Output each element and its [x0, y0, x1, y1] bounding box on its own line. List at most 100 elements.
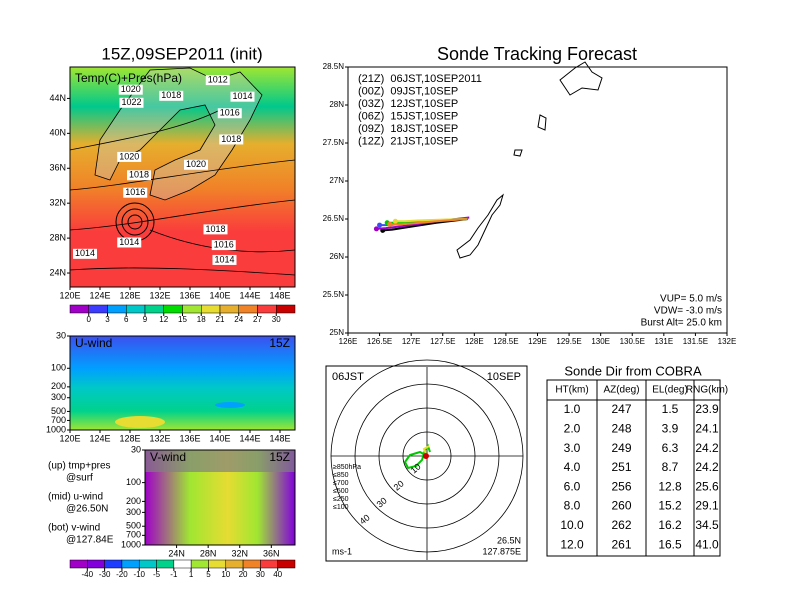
- polar-frame: [325, 365, 528, 562]
- isobar-label-bg: [117, 151, 142, 162]
- table-cell: 260: [611, 499, 631, 513]
- colorbar-tick-label: 30: [256, 570, 265, 579]
- colorbar-swatch: [238, 304, 258, 314]
- table-cell: 16.2: [658, 518, 682, 532]
- table-cell: 8.7: [662, 460, 679, 474]
- table-cell: 2.0: [564, 421, 581, 435]
- chart-title: 15Z,09SEP2011 (init): [101, 44, 262, 63]
- table-cell: 24.2: [695, 441, 719, 455]
- isobar: [69, 109, 296, 276]
- track-end: [392, 218, 398, 224]
- x-tick-label: 128E: [119, 433, 140, 443]
- colorbar-tick-label: -30: [99, 570, 111, 579]
- colorbar-swatch: [182, 304, 202, 314]
- wind-shading: [145, 450, 295, 472]
- y-tick-label: 100: [126, 477, 141, 487]
- colorbar-tick-label: 18: [197, 315, 206, 324]
- table-cell: 248: [611, 421, 631, 435]
- isobar-label: 1022: [121, 97, 141, 107]
- y-tick-label: 1000: [46, 424, 66, 434]
- isobar-label-bg: [219, 134, 244, 145]
- table-header: RNG(km): [686, 385, 728, 396]
- table-cell: 251: [611, 460, 631, 474]
- colorbar-tick-label: 5: [206, 570, 211, 579]
- isobar-label: 1014: [232, 91, 252, 101]
- table-cell: 8.0: [564, 499, 581, 513]
- colorbar-swatch: [104, 559, 123, 569]
- x-tick-label: 130E: [591, 337, 610, 346]
- isobar-label-bg: [118, 84, 143, 95]
- y-tick-label: 100: [51, 363, 66, 373]
- panel-time: 15Z: [269, 450, 290, 464]
- isobar-label: 1014: [119, 237, 139, 247]
- panel-time: 15Z: [269, 336, 290, 350]
- isobar-label-bg: [217, 108, 242, 119]
- panel-label: Temp(C)+Pres(hPa): [75, 71, 182, 85]
- table-cell: 1.0: [564, 402, 581, 416]
- isobar-label-bg: [230, 91, 255, 102]
- isobar-label-bg: [205, 75, 230, 86]
- y-tick-label: 24N: [49, 267, 66, 277]
- table-cell: 12.0: [560, 537, 584, 551]
- info-note: Burst Alt= 25.0 km: [641, 318, 722, 329]
- isobar-label-bg: [211, 240, 236, 251]
- colorbar-swatch: [163, 304, 183, 314]
- table-cell: 41.0: [695, 537, 719, 551]
- x-tick-label: 127E: [402, 337, 421, 346]
- colorbar-swatch: [257, 304, 277, 314]
- track-end: [387, 221, 393, 227]
- coastline: [513, 61, 603, 157]
- colorbar-tick-label: 9: [143, 315, 148, 324]
- y-tick-label: 36N: [49, 163, 66, 173]
- range-ring: [330, 359, 524, 553]
- x-tick-label: 120E: [59, 290, 80, 300]
- x-tick-label: 129.5E: [556, 337, 581, 346]
- colorbar-swatch: [173, 559, 192, 569]
- x-tick-label: 32N: [231, 548, 248, 558]
- table-frame: [546, 379, 721, 557]
- x-tick-label: 148E: [269, 290, 290, 300]
- table-cell: 3.9: [662, 421, 679, 435]
- pressure-legend: ≥850hPa: [333, 464, 361, 471]
- table-cell: 24.2: [695, 460, 719, 474]
- y-tick-label: 28N: [49, 232, 66, 242]
- colorbar-swatch: [190, 559, 209, 569]
- isobar-label-bg: [119, 97, 144, 108]
- typhoon-center: [127, 214, 143, 230]
- ring-label: 20: [392, 478, 406, 492]
- isobar-label: 1020: [119, 151, 139, 161]
- isobar-label: 1016: [125, 187, 145, 197]
- table-cell: 10.0: [560, 518, 584, 532]
- x-tick-label: 124E: [89, 290, 110, 300]
- isobar-label: 1018: [129, 170, 149, 180]
- table-cell: 16.5: [658, 537, 682, 551]
- colorbar-tick-label: -40: [82, 570, 94, 579]
- pressure-legend: ≤100: [333, 504, 349, 511]
- colorbar-tick-label: 21: [216, 315, 225, 324]
- colorbar-tick-label: -1: [170, 570, 178, 579]
- y-tick-label: 300: [126, 507, 141, 517]
- colorbar-tick-label: -5: [153, 570, 161, 579]
- table-cell: 29.1: [695, 499, 719, 513]
- table-cell: 6.3: [662, 441, 679, 455]
- plot-frame: [69, 66, 296, 288]
- isobar-label: 1016: [214, 239, 234, 249]
- x-tick-label: 131E: [654, 337, 673, 346]
- info-note: VUP= 5.0 m/s: [660, 294, 722, 305]
- colorbar-tick-label: 27: [253, 315, 262, 324]
- info-note: VDW= -3.0 m/s: [654, 306, 722, 317]
- ring-label: 40: [358, 512, 372, 526]
- colorbar-swatch: [201, 304, 221, 314]
- track-line: [382, 218, 469, 232]
- table-title: Sonde Dir from COBRA: [564, 363, 702, 378]
- x-tick-label: 144E: [239, 290, 260, 300]
- x-tick-label: 144E: [239, 433, 260, 443]
- isobar-label-bg: [123, 187, 148, 198]
- colorbar-tick-label: 6: [124, 315, 129, 324]
- isobar-label-bg: [184, 159, 208, 170]
- pressure-legend: ≤250: [333, 496, 349, 503]
- y-tick-label: 500: [51, 406, 66, 416]
- colorbar-tick-label: 0: [87, 315, 92, 324]
- table-cell: 34.5: [695, 518, 719, 532]
- panel-title: U-wind: [75, 336, 112, 350]
